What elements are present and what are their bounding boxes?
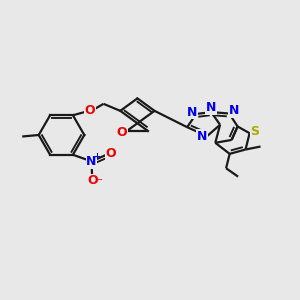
Text: +: + — [93, 152, 100, 161]
Text: O: O — [105, 147, 116, 160]
Text: O: O — [87, 174, 98, 187]
Text: O: O — [117, 126, 127, 139]
Text: N: N — [206, 101, 216, 114]
Text: N: N — [197, 130, 207, 143]
Text: N: N — [186, 106, 197, 119]
Text: ⁻: ⁻ — [96, 177, 102, 187]
Text: N: N — [229, 104, 239, 117]
Text: S: S — [250, 125, 260, 138]
Text: N: N — [86, 155, 97, 168]
Text: O: O — [85, 104, 95, 117]
